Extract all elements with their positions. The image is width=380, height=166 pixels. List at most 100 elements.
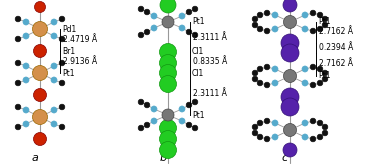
Circle shape: [15, 36, 21, 42]
Circle shape: [51, 33, 57, 39]
Circle shape: [310, 28, 316, 34]
Text: Pt1: Pt1: [318, 72, 331, 81]
Circle shape: [322, 22, 328, 28]
Circle shape: [192, 6, 198, 12]
Circle shape: [15, 60, 21, 66]
Circle shape: [151, 118, 157, 124]
Circle shape: [192, 99, 198, 105]
Circle shape: [51, 19, 57, 25]
Circle shape: [317, 120, 323, 126]
Circle shape: [257, 26, 263, 32]
Circle shape: [252, 130, 258, 136]
Circle shape: [322, 70, 328, 76]
Circle shape: [317, 80, 323, 86]
Circle shape: [160, 130, 176, 148]
Circle shape: [59, 36, 65, 42]
Circle shape: [302, 12, 308, 18]
Text: Pt1: Pt1: [318, 17, 331, 27]
Text: Pt1: Pt1: [192, 17, 204, 27]
Circle shape: [33, 88, 46, 101]
Circle shape: [179, 13, 185, 19]
Text: Cl1: Cl1: [192, 47, 204, 56]
Circle shape: [252, 76, 258, 82]
Circle shape: [192, 125, 198, 131]
Circle shape: [281, 44, 299, 62]
Text: Pd1: Pd1: [62, 25, 76, 34]
Circle shape: [33, 132, 46, 146]
Circle shape: [151, 106, 157, 112]
Circle shape: [33, 22, 48, 37]
Circle shape: [160, 54, 176, 72]
Circle shape: [33, 110, 48, 124]
Circle shape: [272, 26, 278, 32]
Circle shape: [179, 106, 185, 112]
Circle shape: [252, 22, 258, 28]
Circle shape: [310, 64, 316, 70]
Circle shape: [283, 70, 296, 83]
Circle shape: [23, 77, 29, 83]
Circle shape: [302, 26, 308, 32]
Circle shape: [33, 66, 48, 81]
Circle shape: [264, 28, 270, 34]
Circle shape: [302, 134, 308, 140]
Circle shape: [317, 66, 323, 72]
Circle shape: [138, 125, 144, 131]
Circle shape: [264, 118, 270, 124]
Text: 2.4719 Å: 2.4719 Å: [63, 36, 97, 44]
Circle shape: [144, 102, 150, 108]
Text: 2.3111 Å: 2.3111 Å: [193, 33, 227, 42]
Text: Cl1: Cl1: [192, 69, 204, 78]
Circle shape: [317, 26, 323, 32]
Circle shape: [310, 82, 316, 88]
Circle shape: [322, 16, 328, 22]
Circle shape: [144, 29, 150, 35]
Circle shape: [257, 80, 263, 86]
Circle shape: [151, 13, 157, 19]
Circle shape: [59, 124, 65, 130]
Circle shape: [283, 0, 297, 12]
Circle shape: [257, 12, 263, 18]
Circle shape: [252, 70, 258, 76]
Circle shape: [252, 16, 258, 22]
Circle shape: [272, 12, 278, 18]
Circle shape: [144, 9, 150, 15]
Circle shape: [23, 63, 29, 69]
Text: 0.2394 Å: 0.2394 Å: [319, 43, 353, 52]
Circle shape: [162, 109, 174, 121]
Circle shape: [160, 141, 176, 159]
Circle shape: [257, 120, 263, 126]
Circle shape: [310, 118, 316, 124]
Circle shape: [257, 66, 263, 72]
Text: Pt1: Pt1: [192, 111, 204, 120]
Text: c: c: [282, 153, 288, 163]
Circle shape: [15, 104, 21, 110]
Circle shape: [272, 120, 278, 126]
Circle shape: [138, 6, 144, 12]
Circle shape: [283, 15, 296, 29]
Circle shape: [317, 12, 323, 18]
Circle shape: [272, 134, 278, 140]
Circle shape: [322, 130, 328, 136]
Circle shape: [302, 80, 308, 86]
Circle shape: [302, 66, 308, 72]
Text: Pt1: Pt1: [62, 69, 74, 78]
Circle shape: [162, 16, 174, 28]
Circle shape: [281, 88, 299, 106]
Text: b: b: [160, 153, 166, 163]
Circle shape: [35, 1, 46, 12]
Circle shape: [322, 124, 328, 130]
Circle shape: [144, 122, 150, 128]
Text: a: a: [32, 153, 38, 163]
Circle shape: [59, 80, 65, 86]
Circle shape: [23, 107, 29, 113]
Circle shape: [160, 120, 176, 136]
Circle shape: [310, 10, 316, 16]
Circle shape: [15, 16, 21, 22]
Text: 0.8335 Å: 0.8335 Å: [193, 57, 227, 67]
Text: 2.9136 Å: 2.9136 Å: [63, 57, 97, 67]
Circle shape: [264, 136, 270, 142]
Circle shape: [186, 29, 192, 35]
Circle shape: [281, 98, 299, 116]
Circle shape: [151, 25, 157, 31]
Circle shape: [186, 9, 192, 15]
